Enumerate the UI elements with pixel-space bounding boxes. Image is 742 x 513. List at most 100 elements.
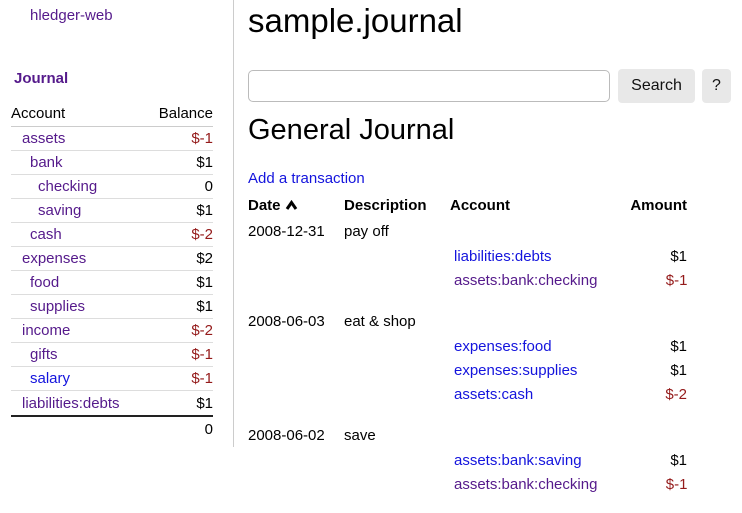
sidebar-account-balance: $2: [196, 250, 213, 267]
posting-account-cell: assets:bank:checking: [450, 476, 597, 493]
sidebar-account-link[interactable]: bank: [30, 154, 63, 171]
sidebar-account-balance: $1: [196, 274, 213, 291]
posting-amount: $1: [670, 451, 687, 469]
account-column-header[interactable]: Account: [450, 197, 510, 214]
sidebar-account-row: expenses $2: [11, 247, 213, 271]
sidebar-total-balance: 0: [204, 420, 213, 438]
sidebar-account-rows: assets $-1 bank $1 checking 0 saving $1 cash $-2 e…: [11, 127, 213, 415]
sidebar-account-link[interactable]: income: [22, 322, 71, 339]
sidebar-account-row: gifts $-1: [11, 343, 213, 367]
posting-amount: $1: [670, 337, 687, 355]
transaction-description: save: [344, 427, 376, 444]
posting-row: assets:cash $-2: [248, 382, 687, 406]
sidebar-account-row: liabilities:debts $1: [11, 391, 213, 415]
transaction: 2008-06-02 save assets:bank:saving $1 assets…: [248, 423, 687, 496]
date-column-header[interactable]: Date: [248, 197, 344, 215]
posting-row: assets:bank:checking $-1: [248, 472, 687, 496]
posting-account-link[interactable]: liabilities:debts: [454, 247, 552, 265]
posting-account-cell: expenses:food: [450, 338, 597, 355]
posting-account-link[interactable]: expenses:food: [454, 337, 552, 355]
posting-row: expenses:food $1: [248, 334, 687, 358]
sidebar-account-row: bank $1: [11, 151, 213, 175]
posting-row: assets:bank:saving $1: [248, 448, 687, 472]
sidebar-account-balance: 0: [204, 178, 213, 195]
sidebar-account-link[interactable]: food: [30, 274, 60, 291]
posting-account-link[interactable]: assets:bank:checking: [454, 271, 598, 289]
transaction-date: 2008-12-31: [248, 223, 325, 240]
transaction-date: 2008-06-02: [248, 427, 325, 444]
sidebar-account-link[interactable]: expenses: [22, 250, 87, 267]
description-column-header[interactable]: Description: [344, 197, 427, 214]
posting-account-link[interactable]: assets:bank:saving: [454, 451, 582, 469]
posting-row: expenses:supplies $1: [248, 358, 687, 382]
sidebar-account-link[interactable]: gifts: [30, 346, 58, 363]
search-form: Search ?: [248, 69, 742, 103]
search-input[interactable]: [248, 70, 610, 102]
sidebar-account-link[interactable]: saving: [38, 202, 82, 219]
posting-account-cell: assets:bank:checking: [450, 272, 597, 289]
app-home-link[interactable]: hledger-web: [30, 7, 113, 24]
sidebar-total-row: 0: [11, 415, 213, 441]
sidebar-account-link[interactable]: supplies: [30, 298, 86, 315]
transaction-description: eat & shop: [344, 313, 416, 330]
journal-heading: General Journal: [248, 114, 455, 146]
posting-account-link[interactable]: expenses:supplies: [454, 361, 578, 379]
sidebar-account-balance: $-1: [191, 346, 213, 363]
page-title: sample.journal: [248, 2, 463, 39]
amount-column-header[interactable]: Amount: [630, 197, 687, 214]
posting-account-cell: expenses:supplies: [450, 362, 597, 379]
transaction-description: pay off: [344, 223, 389, 240]
posting-account-cell: liabilities:debts: [450, 248, 597, 265]
posting-amount: $-1: [665, 475, 688, 493]
sidebar-account-row: assets $-1: [11, 127, 213, 151]
sidebar-balance-table: Account Balance assets $-1 bank $1 checking 0…: [11, 101, 213, 441]
transaction-date: 2008-06-03: [248, 313, 325, 330]
transaction-title-row: 2008-12-31 pay off: [248, 219, 687, 244]
sidebar-account-row: income $-2: [11, 319, 213, 343]
transaction-title-row: 2008-06-02 save: [248, 423, 687, 448]
sidebar-account-balance: $1: [196, 298, 213, 315]
sidebar-account-balance: $-1: [191, 130, 213, 147]
sidebar-account-row: salary $-1: [11, 367, 213, 391]
balance-column-header: Balance: [158, 105, 213, 122]
posting-amount: $-1: [665, 271, 688, 289]
sidebar-account-balance: $-1: [191, 370, 213, 387]
transaction-title-row: 2008-06-03 eat & shop: [248, 309, 687, 334]
posting-amount: $1: [670, 247, 687, 265]
sidebar-account-balance: $-2: [191, 322, 213, 339]
sidebar: hledger-web Journal Account Balance asse…: [0, 0, 234, 481]
sidebar-item-journal[interactable]: Journal: [14, 70, 69, 87]
sidebar-account-row: saving $1: [11, 199, 213, 223]
sidebar-account-row: food $1: [11, 271, 213, 295]
journal-register: Date Description Account Amount 2008-12-…: [248, 192, 687, 513]
transaction-list: 2008-12-31 pay off liabilities:debts $1 asse…: [248, 219, 687, 496]
posting-amount: $1: [670, 361, 687, 379]
posting-account-link[interactable]: assets:cash: [454, 385, 534, 403]
sidebar-account-link[interactable]: liabilities:debts: [22, 394, 120, 412]
sidebar-account-link[interactable]: assets: [22, 130, 66, 147]
search-button[interactable]: Search: [618, 69, 695, 103]
sidebar-account-balance: $-2: [191, 226, 213, 243]
add-transaction-link[interactable]: Add a transaction: [248, 170, 365, 187]
transaction: 2008-06-03 eat & shop expenses:food $1 expen…: [248, 309, 687, 406]
posting-row: assets:bank:checking $-1: [248, 268, 687, 292]
sidebar-account-row: checking 0: [11, 175, 213, 199]
sidebar-account-link[interactable]: salary: [30, 370, 71, 387]
sidebar-account-balance: $1: [196, 394, 213, 412]
account-column-header: Account: [11, 105, 66, 122]
sidebar-account-balance: $1: [196, 154, 213, 171]
transaction: 2008-12-31 pay off liabilities:debts $1 asse…: [248, 219, 687, 292]
posting-row: liabilities:debts $1: [248, 244, 687, 268]
posting-account-cell: assets:cash: [450, 386, 597, 403]
sidebar-account-link[interactable]: cash: [30, 226, 62, 243]
sort-ascending-icon: [285, 198, 298, 215]
sidebar-account-balance: $1: [196, 202, 213, 219]
sidebar-account-row: supplies $1: [11, 295, 213, 319]
posting-amount: $-2: [665, 385, 687, 403]
sidebar-account-link[interactable]: checking: [38, 178, 98, 195]
register-header-row: Date Description Account Amount: [248, 192, 687, 219]
sidebar-table-header: Account Balance: [11, 101, 213, 127]
search-help-button[interactable]: ?: [702, 69, 731, 103]
posting-account-cell: assets:bank:saving: [450, 452, 597, 469]
posting-account-link[interactable]: assets:bank:checking: [454, 475, 598, 493]
